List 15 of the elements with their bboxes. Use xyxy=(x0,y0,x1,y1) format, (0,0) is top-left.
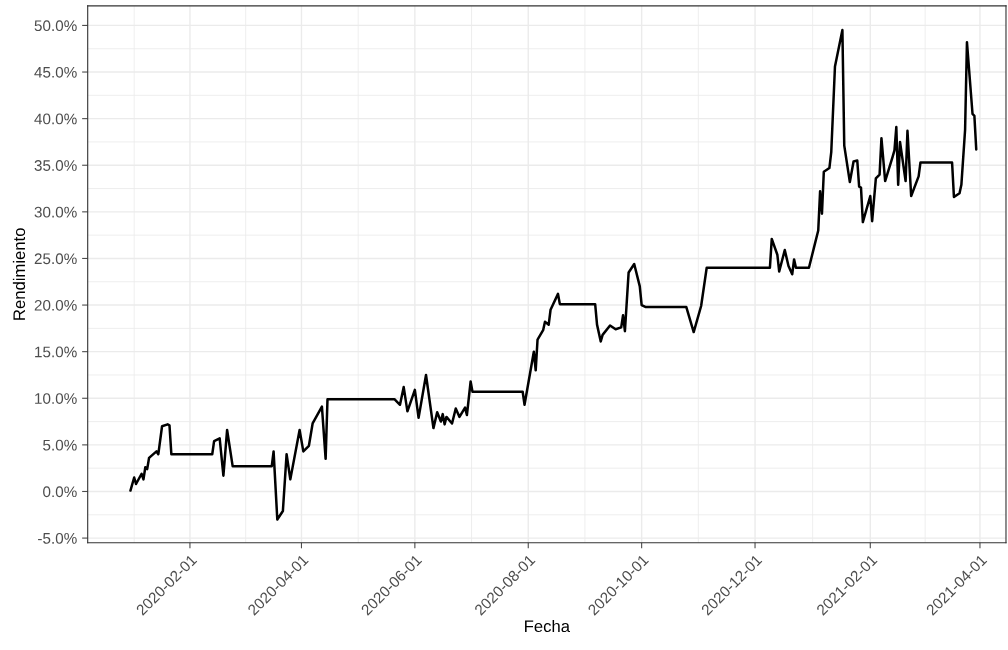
y-tick-label: 0.0% xyxy=(43,486,77,498)
y-tick-label: -5.0% xyxy=(38,532,77,544)
y-tick-label: 10.0% xyxy=(35,393,77,404)
y-tick-label: 5.0% xyxy=(43,439,77,451)
line-series xyxy=(129,28,978,521)
x-axis-title: Fecha xyxy=(525,619,570,633)
y-tick-label: 30.0% xyxy=(34,206,77,218)
y-tick-label: 15.0% xyxy=(35,346,77,358)
y-tick-label: 35.0% xyxy=(34,160,77,171)
y-tick-label: 50.0% xyxy=(34,20,77,32)
y-tick-label: 25.0% xyxy=(34,253,77,265)
y-tick-label: 20.0% xyxy=(34,299,77,311)
y-tick-label: 40.0% xyxy=(34,113,77,125)
y-axis-title: Rendimiento xyxy=(12,228,26,320)
y-tick-label: 45.0% xyxy=(34,66,77,78)
